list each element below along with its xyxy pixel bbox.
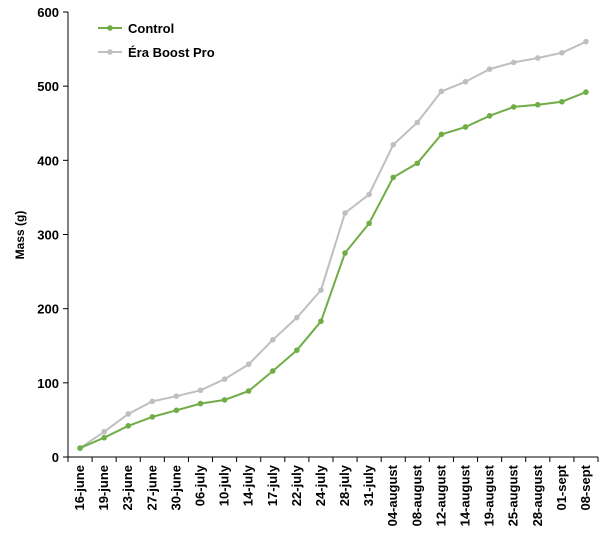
data-point [77,445,83,451]
x-tick-label: 08-sept [578,464,593,510]
data-point [197,387,204,394]
data-point [342,250,348,256]
data-point [486,66,493,72]
data-point [414,160,421,167]
legend-item: Control [98,21,174,36]
data-point [318,287,324,293]
x-tick-label: 23-june [120,465,135,511]
data-point [101,434,107,441]
x-tick-label: 06-july [193,464,208,506]
x-tick-label: 10-july [217,464,232,506]
data-point [510,104,517,110]
series-layer [77,38,589,451]
data-point [534,101,541,108]
y-tick-label: 200 [37,302,59,317]
data-point [414,119,421,126]
x-tick-label: 28-august [530,464,545,526]
series-control [77,89,589,451]
data-point [583,38,589,45]
data-point [486,113,493,119]
data-point [245,361,252,368]
series--ra-boost-pro [77,38,589,451]
data-point [366,220,372,227]
data-point [559,49,565,56]
x-tick-label: 31-july [361,464,376,506]
data-point [438,131,445,138]
y-tick-label: 600 [37,5,59,20]
x-tick-label: 19-june [96,465,111,511]
data-point [221,376,228,382]
data-point [390,141,397,148]
x-tick-label: 19-august [482,464,497,526]
data-point [342,210,348,216]
legend-swatch-marker [107,49,113,55]
x-tick-label: 17-july [265,464,280,506]
x-tick-label: 04-august [385,464,400,526]
data-point [462,78,469,85]
data-point [173,393,180,399]
y-tick-label: 300 [37,228,59,243]
y-axis-ticks: 0 100 200 300 400 500 600 [37,5,68,465]
y-tick-label: 100 [37,376,59,391]
data-point [390,174,397,181]
legend-label: Éra Boost Pro [128,45,215,60]
y-tick-label: 0 [52,450,59,465]
data-point [125,411,132,417]
data-point [294,314,300,321]
y-axis-title: Mass (g) [13,211,27,260]
data-point [197,400,204,407]
data-point [462,124,469,130]
data-point [318,318,324,325]
legend-item: Éra Boost Pro [98,45,215,60]
data-point [269,337,276,343]
series-line [79,91,587,450]
data-point [149,398,156,405]
data-point [559,98,565,105]
x-tick-label: 14-july [241,464,256,506]
data-point [269,368,276,374]
series-line [79,40,587,449]
y-tick-label: 500 [37,79,59,94]
data-point [294,347,300,354]
x-tick-label: 24-july [313,464,328,506]
y-axis-title-group: Mass (g) [13,211,27,260]
x-axis-ticks: 16-june 19-june 23-june 27-june 30-june 06-ju… [67,457,599,526]
data-point [438,88,445,95]
x-tick-label: 08-august [409,464,424,526]
legend-swatch-marker [107,25,113,31]
axes [67,12,598,458]
x-tick-label: 12-august [433,464,448,526]
legend: Control Éra Boost Pro [98,21,215,60]
x-tick-label: 27-june [144,465,159,511]
data-point [125,423,132,429]
x-tick-label: 30-june [168,465,183,511]
data-point [534,55,541,61]
y-tick-label: 400 [37,153,59,168]
data-point [366,191,372,198]
data-point [149,414,156,420]
x-tick-label: 28-july [337,464,352,506]
data-point [510,59,517,66]
data-point [101,428,107,435]
data-point [221,397,228,403]
data-point [173,407,180,414]
x-tick-label: 01-sept [554,464,569,510]
data-point [245,388,252,394]
x-tick-label: 22-july [289,464,304,506]
x-tick-label: 16-june [72,465,87,511]
x-tick-label: 14-august [458,464,473,526]
legend-label: Control [128,21,174,36]
data-point [583,89,589,95]
x-tick-label: 25-august [506,464,521,526]
